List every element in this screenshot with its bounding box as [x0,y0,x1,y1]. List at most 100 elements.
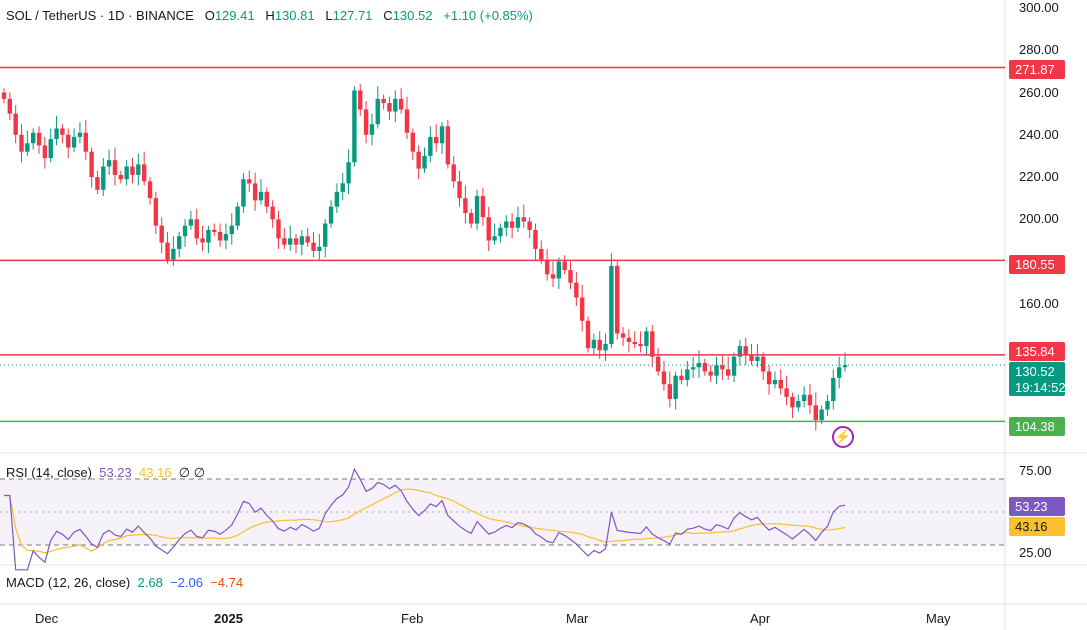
candle-body [743,346,748,355]
candle-body [247,179,252,184]
rsi-ma-line [4,488,846,554]
price-tick-label: 200.00 [1019,211,1059,227]
time-label-2025: 2025 [214,611,243,626]
candle-body [206,229,211,243]
high-label: H [265,8,275,23]
candle-body [556,261,562,279]
candle-body [393,98,398,112]
candle-body [363,109,369,135]
candle-body [159,225,164,243]
price-tick-label: 240.00 [1019,126,1059,142]
candle-body [194,219,199,239]
rsi-ma-tag: 43.16 [1009,517,1065,536]
candle-body [702,363,708,372]
last-price-tag: 130.52 19:14:52 [1009,362,1066,396]
candle-body [165,242,170,260]
price-tick-label: 260.00 [1019,84,1059,100]
macd-value: 2.68 [137,575,163,590]
candle-body [369,124,375,135]
candle-body [469,212,474,224]
candle-body [685,369,690,380]
candle-body [819,409,824,421]
candle-body [737,346,743,357]
candle-body [19,134,24,152]
open-value: 129.41 [214,8,255,23]
time-label-dec: Dec [35,611,59,626]
candle-body [527,221,532,230]
macd-title: MACD (12, 26, close) [6,575,131,590]
candle-body [574,282,579,298]
candle-body [708,371,713,376]
candle-body [603,344,608,351]
candle-body [182,225,188,237]
candle-body [171,248,176,260]
candle-body [334,191,340,207]
candle-body [457,181,462,199]
candle-body [825,401,830,410]
candle-body [270,206,275,220]
candle-body [358,90,363,110]
candle-body [404,109,410,133]
candle-body [539,248,544,260]
candle-body [235,206,240,226]
candle-body [381,98,386,104]
candle-body [761,356,766,372]
rsi-band [0,479,1005,545]
rsi-value: 53.23 [99,465,132,480]
price-tick-label: 220.00 [1019,169,1059,185]
candle-body [77,132,83,137]
candle-body [54,128,59,140]
candle-body [544,259,550,275]
candle-body [293,238,299,245]
candle-body [276,219,281,239]
candle-body [264,191,270,207]
price-tick-label: 300.00 [1019,0,1059,15]
candle-body [790,396,795,408]
close-value: 130.52 [392,8,433,23]
candle-body [615,265,620,334]
candle-body [352,90,357,163]
macd-hist-value: −4.74 [210,575,244,590]
candle-body [591,339,597,349]
candle-body [486,217,491,241]
candle-body [784,388,789,397]
symbol-label[interactable]: SOL / TetherUS · 1D · BINANCE [6,8,194,23]
candle-body [13,113,18,135]
candle-body [533,229,538,249]
level-tag-180: 180.55 [1009,255,1065,274]
candle-body [562,261,567,271]
candle-body [772,379,778,385]
rsi-axis-75: 75.00 [1019,463,1052,478]
candle-body [7,98,13,114]
candle-body [831,377,836,402]
candle-body [644,331,649,347]
candle-body [428,136,433,156]
price-tick-label: 160.00 [1019,295,1059,311]
candle-body [241,179,246,207]
rsi-line [4,467,846,571]
candle-body [568,270,573,283]
candle-body [311,242,316,252]
candle-body [796,401,801,408]
candle-body [766,371,772,385]
candle-body [398,98,404,110]
candle-body [807,394,813,406]
candle-body [387,103,392,112]
candle-body [83,132,88,152]
candle-body [504,221,509,228]
macd-legend[interactable]: MACD (12, 26, close) 2.68 −2.06 −4.74 [6,575,243,590]
time-label-mar: Mar [566,611,589,626]
rsi-axis-25: 25.00 [1019,545,1052,560]
close-label: C [383,8,393,23]
rsi-legend[interactable]: RSI (14, close) 53.23 43.16 ∅ ∅ [6,465,205,481]
candle-body [661,371,667,385]
time-label-apr: Apr [750,611,771,626]
candle-body [95,177,100,190]
candle-body [673,375,678,399]
candle-body [498,227,503,237]
lightning-icon[interactable]: ⚡ [832,426,854,448]
candle-body [36,132,42,146]
candle-body [515,217,521,228]
candle-body [445,126,451,165]
